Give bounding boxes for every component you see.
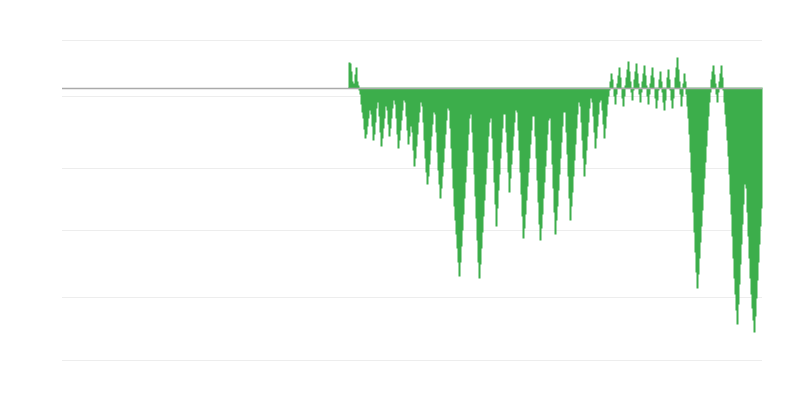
gridline-group — [62, 40, 762, 361]
series-area-drawdown — [348, 57, 763, 333]
data-series-group — [348, 57, 763, 333]
